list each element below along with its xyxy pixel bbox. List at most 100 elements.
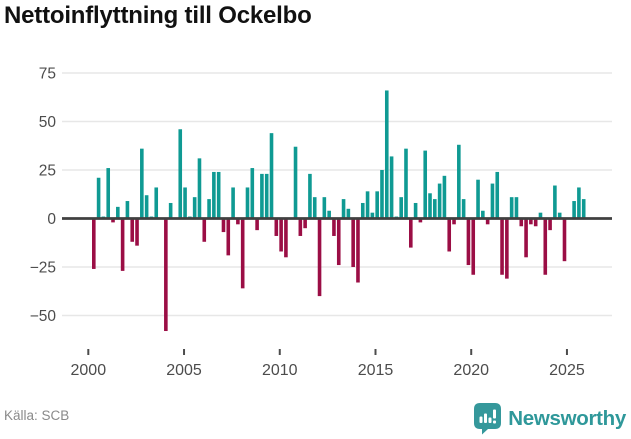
bar-q6 (120, 218, 125, 271)
bar-q4 (111, 218, 115, 223)
bar-q55 (356, 218, 360, 283)
bar-q44 (303, 218, 307, 229)
bar-q95 (548, 218, 552, 231)
bar-q10 (140, 148, 144, 219)
bar-q19 (183, 187, 187, 219)
y-tick-label: 50 (39, 114, 57, 131)
bar-q87 (509, 197, 514, 219)
bar-q71 (433, 199, 437, 219)
bar-q88 (514, 197, 519, 219)
bar-q40 (284, 218, 288, 258)
bar-q82 (485, 218, 490, 225)
bar-q86 (505, 218, 509, 279)
y-tick-label: 0 (47, 211, 56, 228)
bar-q70 (428, 193, 432, 219)
bar-q102 (581, 199, 586, 219)
bar-q47 (317, 218, 322, 297)
bar-q9 (135, 218, 139, 246)
bar-q46 (312, 197, 317, 219)
y-tick-label: 25 (39, 163, 56, 180)
bar-q49 (327, 210, 331, 219)
y-tick-label: −50 (30, 308, 57, 325)
bar-q37 (269, 133, 274, 219)
bar-q76 (457, 144, 461, 219)
bar-q83 (490, 183, 495, 219)
bar-q36 (264, 173, 269, 219)
bar-q58 (370, 212, 375, 219)
bar-q24 (207, 199, 211, 219)
bar-q7 (125, 201, 130, 219)
bar-q75 (452, 218, 456, 225)
bar-q28 (226, 218, 231, 256)
bar-q13 (154, 187, 159, 219)
bar-q73 (442, 175, 447, 219)
bar-q23 (202, 218, 207, 242)
bar-q1 (96, 177, 101, 219)
bar-q62 (389, 156, 394, 219)
bar-q78 (466, 218, 471, 266)
bar-q15 (164, 218, 168, 332)
bar-q74 (447, 218, 452, 252)
bar-q27 (221, 218, 226, 233)
y-tick-label: 75 (39, 66, 56, 83)
bar-q59 (375, 191, 379, 219)
bar-q91 (529, 218, 533, 225)
bar-q65 (404, 148, 408, 219)
bar-q32 (245, 187, 250, 219)
bar-q60 (380, 170, 384, 219)
x-tick-label: 2015 (358, 362, 394, 379)
bar-q5 (116, 206, 120, 219)
source-note: Källa: SCB (4, 408, 70, 423)
bar-q93 (538, 212, 543, 219)
bar-q98 (562, 218, 567, 262)
y-tick-label: −25 (30, 260, 56, 277)
x-tick-label: 2025 (549, 362, 585, 379)
bar-q11 (144, 195, 149, 219)
bar-q64 (399, 197, 403, 219)
bar-q89 (519, 218, 524, 227)
bar-q26 (216, 171, 221, 219)
bar-q35 (260, 173, 264, 219)
bar-q39 (279, 218, 283, 252)
newsworthy-logo: Newsworthy (474, 402, 626, 435)
bar-q50 (332, 218, 336, 236)
bar-q61 (384, 90, 389, 219)
bar-q68 (418, 218, 423, 223)
bar-q3 (106, 168, 111, 219)
bar-q8 (130, 218, 135, 242)
bar-q31 (240, 218, 245, 289)
bar-q25 (212, 171, 216, 219)
bar-q69 (423, 150, 428, 219)
bar-q42 (293, 146, 298, 219)
x-tick-label: 2000 (71, 362, 107, 379)
bar-q67 (413, 202, 418, 219)
x-tick-label: 2020 (453, 362, 489, 379)
x-tick-label: 2010 (262, 362, 298, 379)
bar-q34 (255, 218, 259, 231)
bar-q96 (553, 185, 557, 219)
bar-q54 (351, 218, 355, 267)
bar-q57 (365, 191, 370, 219)
bar-q81 (481, 210, 485, 219)
bar-q97 (557, 212, 562, 219)
bar-q77 (461, 199, 466, 219)
bar-q100 (572, 201, 576, 219)
bar-q21 (192, 197, 197, 219)
bar-q84 (495, 171, 500, 219)
x-tick-label: 2005 (166, 362, 202, 379)
chart-title: Nettoinflyttning till Ockelbo (4, 2, 312, 29)
bar-q92 (533, 218, 538, 227)
bar-q43 (298, 218, 303, 236)
bar-q33 (250, 168, 255, 219)
bar-q45 (308, 173, 312, 219)
bar-q48 (322, 197, 327, 219)
bar-q56 (360, 202, 365, 219)
bar-q101 (577, 187, 581, 219)
bar-q51 (336, 218, 341, 266)
newsworthy-wordmark: Newsworthy (508, 407, 626, 430)
newsworthy-logo-icon (474, 402, 502, 434)
bar-q90 (524, 218, 528, 258)
bar-q0 (92, 218, 96, 269)
